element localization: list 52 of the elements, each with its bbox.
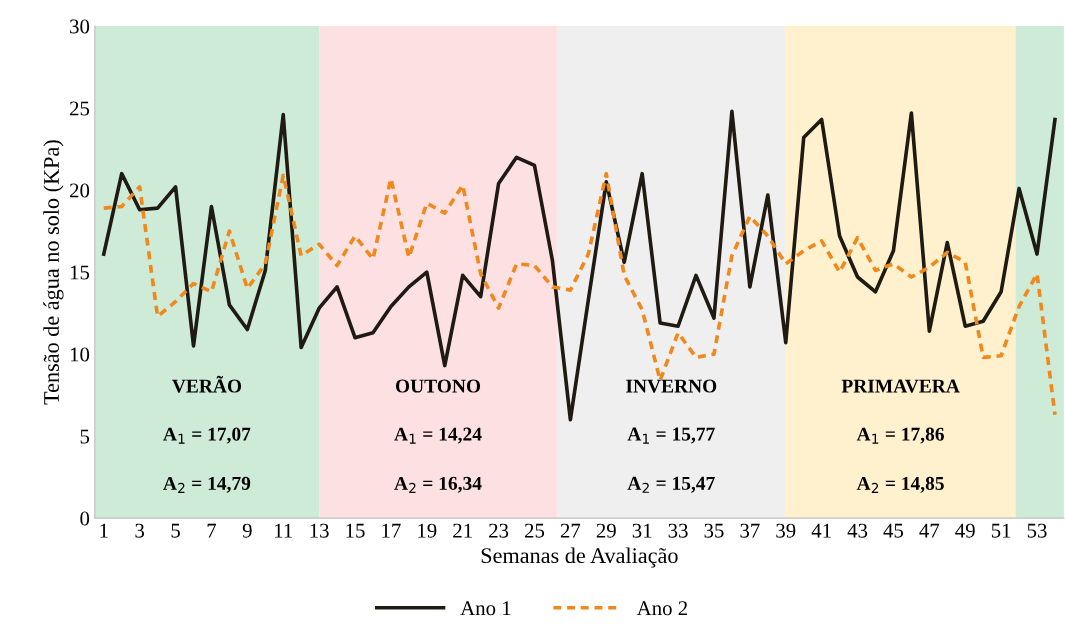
x-tick-label: 33 — [668, 523, 688, 538]
y-tick-label: 30 — [70, 19, 90, 34]
annotation: A$_{2}$ = 14,85 — [856, 476, 944, 493]
x-tick-label: 5 — [171, 523, 180, 538]
annotation: A$_{1}$ = 15,77 — [627, 427, 715, 444]
y-tick-label: 25 — [70, 101, 90, 116]
band-label: OUTONO — [395, 379, 481, 393]
annotation: A$_{2}$ = 14,79 — [163, 476, 251, 493]
x-tick-label: 9 — [242, 523, 252, 538]
x-tick-label: 13 — [310, 523, 329, 538]
x-tick-label: 43 — [847, 523, 868, 538]
x-tick-label: 3 — [135, 523, 145, 538]
x-tick-label: 51 — [991, 523, 1011, 538]
annotation: A$_{1}$ = 14,24 — [394, 427, 482, 444]
x-tick-label: 7 — [207, 523, 217, 538]
legend-label: Ano 1 — [460, 601, 511, 616]
annotation: A$_{1}$ = 17,86 — [856, 427, 944, 444]
x-tick-label: 15 — [346, 523, 365, 538]
x-tick-label: 41 — [811, 523, 831, 538]
annotation: A$_{1}$ = 17,07 — [163, 427, 251, 444]
annotation: A$_{2}$ = 16,34 — [394, 476, 482, 493]
y-tick-label: 20 — [70, 183, 90, 198]
y-axis-title: Tensão de água no solo (KPa) — [43, 140, 64, 405]
x-tick-label: 23 — [489, 523, 509, 538]
x-axis-title: Semanas de Avaliação — [481, 547, 678, 568]
y-tick-label: 10 — [70, 347, 90, 362]
x-tick-label: 35 — [704, 523, 724, 538]
x-tick-label: 25 — [524, 523, 545, 538]
legend-label: Ano 2 — [636, 601, 688, 616]
y-tick-label: 0 — [80, 511, 90, 526]
x-tick-label: 19 — [418, 523, 437, 538]
x-tick-label: 39 — [776, 523, 796, 538]
annotation: A$_{2}$ = 15,47 — [627, 476, 715, 493]
line-series — [101, 109, 1057, 422]
x-tick-label: 53 — [1027, 523, 1047, 538]
band-label: PRIMAVERA — [841, 379, 960, 393]
x-tick-label: 17 — [382, 523, 401, 538]
x-tick-label: 29 — [596, 523, 616, 538]
x-tick-label: 11 — [275, 523, 293, 538]
y-tick-label: 15 — [70, 265, 90, 280]
x-tick-label: 31 — [632, 523, 652, 538]
x-tick-label: 37 — [740, 523, 760, 538]
x-tick-label: 1 — [100, 523, 108, 538]
x-tick-label: 49 — [955, 523, 975, 538]
x-tick-label: 45 — [883, 523, 904, 538]
x-tick-label: 27 — [560, 523, 581, 538]
band-label: VERÃO — [172, 375, 242, 393]
x-tick-label: 21 — [453, 523, 472, 538]
y-tick-label: 5 — [80, 429, 90, 444]
band-label: INVERNO — [626, 379, 717, 393]
line-series — [101, 171, 1057, 417]
x-tick-label: 47 — [919, 523, 940, 538]
